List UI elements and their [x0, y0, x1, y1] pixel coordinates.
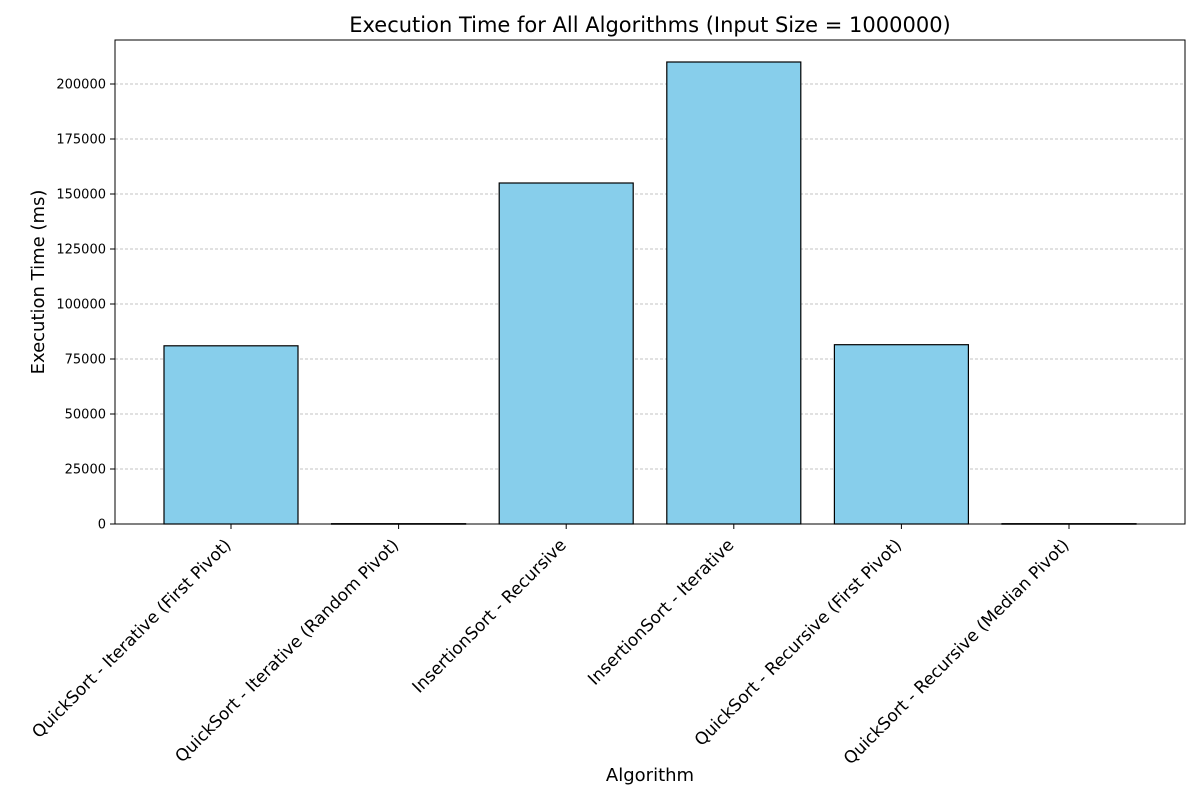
y-tick-label: 125000: [56, 243, 106, 258]
chart-title: Execution Time for All Algorithms (Input…: [349, 13, 951, 37]
bar: [498, 182, 634, 525]
bar: [666, 61, 802, 525]
bar: [163, 345, 299, 525]
plot-frame: [114, 39, 1186, 525]
y-tick-label: 0: [98, 518, 106, 533]
grid-lines: [115, 83, 1185, 470]
y-axis-label: Execution Time (ms): [28, 190, 49, 375]
y-tick-label: 175000: [56, 133, 106, 148]
y-tick-label: 150000: [56, 188, 106, 203]
y-tick-label: 200000: [56, 78, 106, 93]
bars: [163, 61, 1137, 525]
x-axis: QuickSort - Iterative (First Pivot) Quick…: [28, 524, 1074, 769]
y-tick-label: 75000: [65, 353, 106, 368]
x-tick-label: InsertionSort - Iterative: [584, 535, 738, 689]
bar: [833, 344, 970, 525]
y-tick-label: 50000: [65, 408, 106, 423]
y-tick-label: 100000: [56, 298, 106, 313]
y-tick-label: 25000: [65, 463, 106, 478]
y-axis: 0 25000 50000 75000 100000 125000 150000 175000…: [56, 78, 115, 533]
x-tick-label: QuickSort - Recursive (First Pivot): [691, 535, 906, 750]
x-tick-label: InsertionSort - Recursive: [409, 535, 571, 697]
x-axis-label: Algorithm: [606, 765, 694, 786]
x-tick-label: QuickSort - Iterative (First Pivot): [28, 535, 235, 742]
